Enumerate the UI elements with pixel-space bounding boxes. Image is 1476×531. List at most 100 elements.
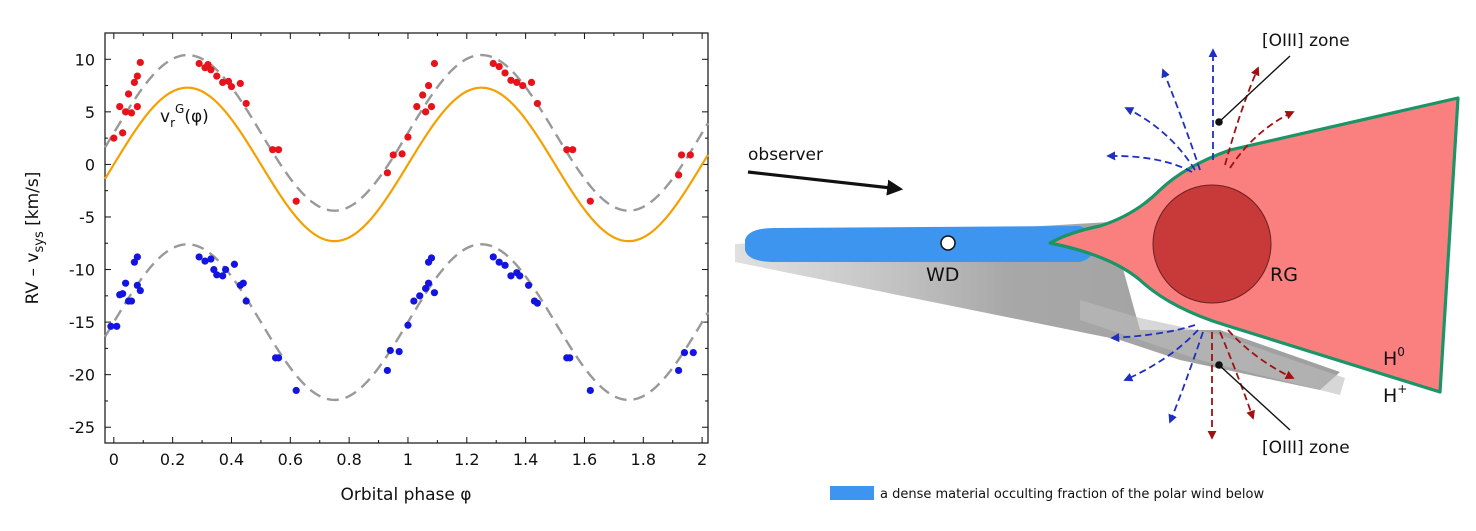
red-data-point	[427, 102, 436, 111]
x-tick-label: 2	[697, 450, 707, 469]
y-tick-label: -10	[69, 261, 95, 280]
red-data-point	[127, 109, 136, 117]
blue-data-point	[107, 322, 115, 330]
y-tick-label: 5	[85, 103, 95, 122]
red-data-point	[116, 102, 124, 111]
blue-data-point	[507, 272, 515, 280]
h0-label: H0	[1383, 345, 1405, 370]
blue-data-point	[242, 297, 250, 305]
x-tick-label: 0	[109, 450, 119, 469]
red-data-point	[219, 78, 227, 87]
red-data-point	[419, 91, 427, 99]
oiii-top-label: [OIII] zone	[1262, 31, 1350, 51]
axis-ticks: 0 0.2 0.4 0.6 0.8 1 1.2 1.4 1.6 1.8 2 10 5 0 -5 -10 -15 -…	[69, 33, 708, 469]
red-data-point	[495, 63, 503, 71]
data-points	[107, 58, 697, 395]
blue-data-point	[680, 348, 689, 357]
blue-data-point	[383, 366, 391, 375]
red-data-point	[207, 66, 215, 74]
y-tick-label: -5	[79, 208, 95, 227]
blue-data-point	[424, 279, 433, 287]
x-tick-label: 1.6	[572, 450, 597, 469]
blue-data-point	[489, 253, 497, 261]
red-data-point	[586, 197, 594, 205]
dashed-model-curve	[103, 53, 710, 212]
red-data-point	[119, 129, 127, 137]
blue-data-point	[133, 281, 141, 289]
red-data-point	[130, 78, 139, 87]
blue-data-point	[210, 265, 218, 274]
red-data-point	[121, 108, 130, 116]
polar-wind-top	[1106, 48, 1295, 173]
blue-data-point	[416, 292, 424, 300]
oiii-bottom-label: [OIII] zone	[1262, 438, 1350, 458]
blue-data-point	[292, 386, 300, 395]
x-axis-label: Orbital phase φ	[340, 485, 471, 505]
blue-data-point	[533, 299, 542, 307]
red-data-point	[383, 169, 391, 177]
x-tick-label: 1.4	[513, 450, 538, 469]
red-data-point	[274, 146, 283, 154]
blue-data-point	[230, 260, 239, 268]
blue-data-point	[404, 321, 412, 329]
red-data-point	[242, 99, 250, 108]
red-data-point	[674, 171, 683, 179]
curve-label: vrG(φ)	[160, 102, 209, 130]
x-tick-label: 0.8	[336, 450, 361, 469]
blue-data-point	[219, 272, 227, 280]
blue-data-point	[516, 272, 524, 280]
blue-data-point	[130, 258, 139, 266]
system-diagram: observer WD RG [OIII] zone [OIII] zone H…	[735, 31, 1460, 502]
blue-data-point	[395, 347, 403, 356]
blue-data-point	[566, 354, 574, 362]
red-data-point	[501, 69, 509, 77]
red-data-point	[430, 59, 439, 68]
blue-data-point	[119, 290, 127, 298]
blue-data-point	[201, 257, 209, 265]
rv-chart: 0 0.2 0.4 0.6 0.8 1 1.2 1.4 1.6 1.8 2 10 5 0 -5 -10 -15 -…	[23, 32, 710, 505]
red-data-point	[413, 102, 421, 111]
red-data-point	[507, 76, 515, 84]
oiii-bottom-dot	[1215, 361, 1223, 369]
red-data-point	[195, 59, 203, 68]
blue-data-point	[427, 254, 436, 262]
red-data-point	[227, 83, 236, 91]
red-data-point	[569, 146, 577, 154]
y-tick-label: -25	[69, 418, 95, 437]
red-data-point	[133, 102, 141, 111]
red-data-point	[224, 77, 233, 85]
x-tick-label: 0.4	[219, 450, 244, 469]
x-tick-label: 1	[403, 450, 413, 469]
blue-data-point	[524, 281, 533, 289]
blue-data-point	[495, 258, 503, 266]
x-tick-label: 0.2	[160, 450, 185, 469]
red-data-point	[533, 99, 542, 108]
polar-wind-bottom	[1110, 324, 1295, 440]
blue-data-point	[386, 346, 394, 355]
x-tick-label: 0.6	[278, 450, 303, 469]
red-data-point	[133, 72, 141, 80]
blue-data-point	[127, 297, 136, 305]
blue-data-point	[689, 348, 697, 357]
red-data-point	[424, 81, 433, 90]
red-data-point	[527, 78, 536, 87]
blue-data-point	[121, 279, 130, 287]
red-data-point	[422, 108, 430, 116]
red-data-point	[686, 151, 694, 159]
red-data-point	[292, 197, 300, 205]
blue-data-point	[410, 297, 418, 305]
blue-data-point	[207, 255, 215, 263]
y-tick-label: 0	[85, 155, 95, 174]
red-data-point	[563, 146, 571, 154]
red-data-point	[110, 134, 118, 142]
blue-data-point	[501, 261, 509, 269]
x-tick-label: 1.2	[454, 450, 479, 469]
observer-label: observer	[748, 145, 823, 165]
plot-frame	[104, 32, 709, 444]
wd-label: WD	[926, 264, 959, 286]
y-tick-label: -20	[69, 366, 95, 385]
red-data-point	[204, 60, 212, 69]
blue-data-point	[674, 366, 683, 375]
white-dwarf	[940, 235, 956, 251]
